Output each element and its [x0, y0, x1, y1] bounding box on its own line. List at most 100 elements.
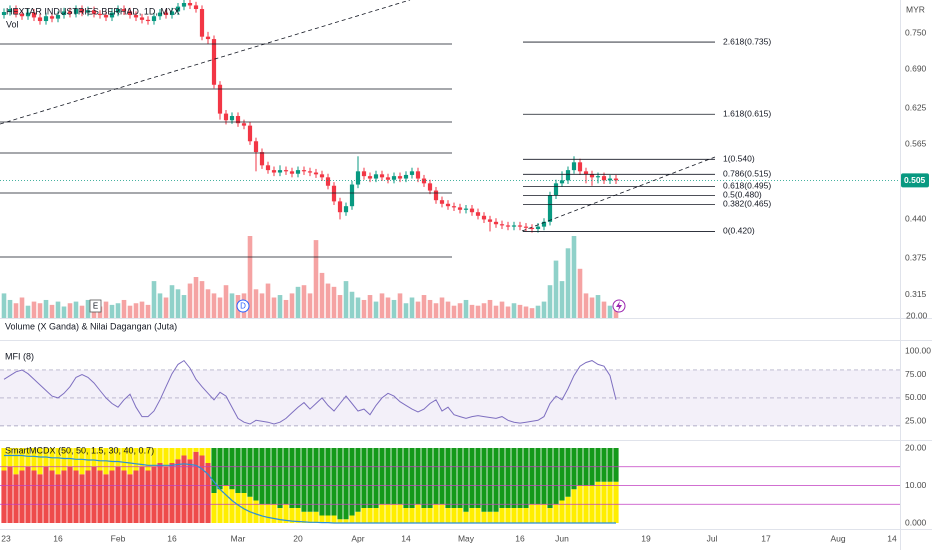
volume-bar [601, 301, 607, 318]
mcdx-bar [349, 448, 355, 516]
volume-bar [55, 301, 61, 318]
mcdx-bar [331, 515, 337, 523]
candle-body [187, 3, 193, 6]
mcdx-bar [49, 470, 55, 523]
candle-body [409, 171, 415, 175]
mcdx-bar [319, 448, 325, 516]
volume-bar [247, 236, 253, 318]
candle-body [55, 15, 61, 19]
mcdx-bar [493, 448, 499, 512]
candle-body [469, 208, 475, 213]
volume-bar [511, 303, 517, 318]
mcdx-bar [487, 448, 493, 512]
candle-body [379, 174, 385, 178]
y-tick-label: 10.00 [905, 480, 927, 490]
candle-body [337, 201, 343, 213]
candle-body [49, 16, 55, 19]
volume-bar [373, 301, 379, 318]
mcdx-bar [391, 448, 397, 505]
currency-label: MYR [906, 4, 925, 14]
mcdx-bar [361, 508, 367, 523]
dividend-icon[interactable] [236, 299, 250, 313]
mcdx-bar [301, 511, 307, 523]
mcdx-bar [157, 463, 163, 523]
candle-body [211, 39, 217, 85]
volume-bar [13, 303, 19, 318]
mcdx-bar [103, 474, 109, 523]
volume-bar [457, 303, 463, 318]
mcdx-bar [511, 508, 517, 523]
price-badge [901, 173, 929, 188]
mcdx-bar [109, 448, 115, 471]
candle-body [235, 116, 241, 124]
mcdx-bar [19, 448, 25, 471]
candle-body [157, 12, 163, 17]
mcdx-bar [535, 448, 541, 505]
mcdx-bar [289, 448, 295, 508]
candle-body [91, 10, 97, 14]
candle-body [223, 113, 229, 121]
volume-bar [517, 304, 523, 318]
candle-body [517, 225, 523, 227]
mcdx-bar [475, 448, 481, 508]
mcdx-bar [517, 508, 523, 523]
mcdx-bar [31, 470, 37, 523]
mcdx-bar [499, 448, 505, 508]
volume-bar [157, 293, 163, 318]
mcdx-bar [409, 448, 415, 508]
mcdx-bar [385, 504, 391, 523]
volume-bar [223, 285, 229, 318]
volume-bar [397, 293, 403, 318]
volume-bar [193, 277, 199, 318]
volume-bar [439, 297, 445, 318]
mcdx-bar [499, 508, 505, 523]
mcdx-bar [37, 448, 43, 475]
candle-body [61, 11, 67, 16]
candle-body [445, 203, 451, 207]
mcdx-bar [91, 466, 97, 523]
mcdx-bar [187, 459, 193, 523]
candle-body [385, 177, 391, 180]
mcdx-bar [55, 448, 61, 475]
volume-bar [463, 299, 469, 318]
mcdx-bar [571, 448, 577, 490]
candle-body [163, 12, 169, 16]
volume-bar [559, 281, 565, 318]
mcdx-bar [121, 470, 127, 523]
candle-body [103, 15, 109, 18]
candle-body [601, 176, 607, 181]
volume-bar [355, 297, 361, 318]
mcdx-bar [451, 448, 457, 508]
candle-body [607, 178, 613, 181]
mcdx-bar [259, 448, 265, 505]
mcdx-bar [403, 448, 409, 508]
volume-bar [181, 295, 187, 318]
mcdx-bar [343, 519, 349, 523]
volume-bar [49, 304, 55, 318]
candle-body [331, 185, 337, 202]
candle-body [85, 10, 91, 13]
mcdx-bar [211, 448, 217, 493]
volume-bar [67, 303, 73, 318]
mcdx-bar [475, 508, 481, 523]
mcdx-bar [601, 448, 607, 482]
x-tick-label: 17 [761, 533, 771, 543]
candle-body [193, 5, 199, 10]
mcdx-bar [613, 448, 619, 482]
candle-body [571, 162, 577, 171]
mcdx-bar [193, 448, 199, 452]
mcdx-bar [331, 448, 337, 516]
volume-bar [19, 297, 25, 318]
mcdx-bar [415, 504, 421, 523]
mcdx-bar [463, 448, 469, 512]
candle-body [541, 221, 547, 227]
volume-bar [259, 293, 265, 318]
fib-label: 0.618(0.495) [723, 181, 771, 191]
mcdx-bar [253, 500, 259, 523]
candle-body [121, 9, 127, 12]
candle-body [289, 171, 295, 174]
x-tick-label: May [458, 533, 475, 543]
volume-bar [103, 301, 109, 318]
earnings-icon[interactable] [89, 299, 102, 313]
mcdx-bar [373, 508, 379, 523]
